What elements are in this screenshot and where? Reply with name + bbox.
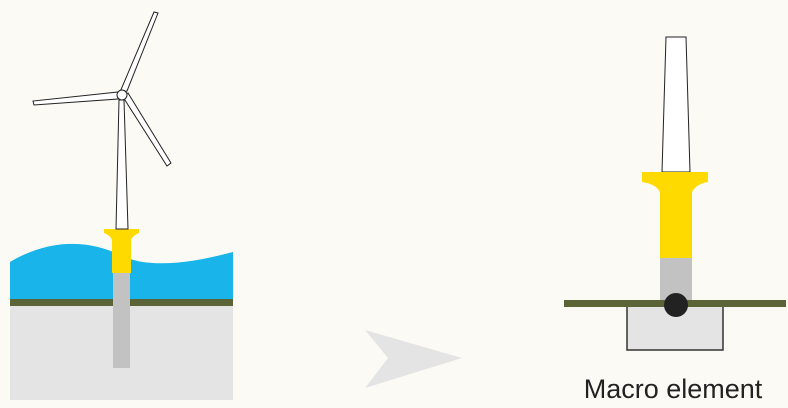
transition-piece: [660, 190, 692, 258]
hub: [116, 89, 128, 101]
tower: [661, 36, 691, 173]
monopile: [113, 272, 130, 368]
offshore-turbine: [10, 11, 233, 400]
macro-element-node: [664, 293, 688, 317]
transition-piece: [112, 236, 131, 273]
arrow: [365, 330, 462, 388]
flange: [104, 229, 139, 240]
flange: [642, 172, 708, 192]
caption: Macro element: [584, 374, 763, 404]
macro-element-model: Macro element: [564, 36, 786, 404]
